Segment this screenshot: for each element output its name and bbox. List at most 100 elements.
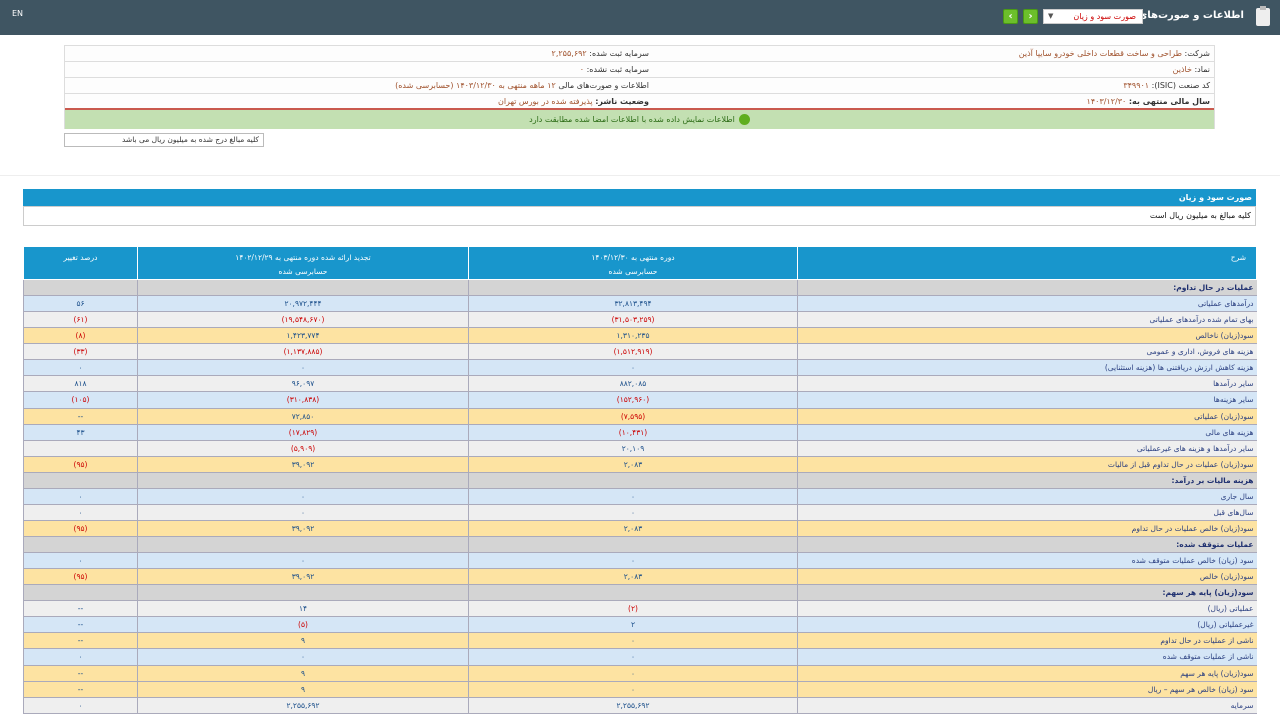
symbol-label: نماد:	[1194, 65, 1210, 74]
match-message: اطلاعات نمایش داده شده با اطلاعات امضا ش…	[529, 115, 735, 124]
report-select[interactable]: صورت سود و زیان ▼	[1043, 9, 1143, 24]
cell-change: (۹۵)	[23, 520, 138, 538]
table-row: سود (زیان) خالص هر سهم – ریال ۰ ۹ --	[23, 681, 1257, 698]
section-title: صورت سود و زیان	[23, 189, 1256, 206]
report-select-value: صورت سود و زیان	[1073, 12, 1136, 21]
cell-current: ۲,۰۸۳	[468, 520, 798, 538]
reg-capital-label: سرمایه ثبت شده:	[589, 49, 649, 58]
issuer-status: پذیرفته شده در بورس تهران	[497, 97, 593, 106]
cell-desc: هزینه های مالی	[797, 424, 1257, 441]
cell-current: ۰	[468, 632, 798, 650]
table-group-header: عملیات در حال تداوم:	[23, 279, 1257, 297]
cell-previous: (۱۷,۸۲۹)	[137, 424, 469, 441]
cell-previous: ۰	[137, 552, 469, 570]
cell-previous: ۲,۲۵۵,۶۹۲	[137, 697, 469, 714]
cell-change: ۰	[23, 488, 138, 505]
cell-desc: ناشی از عملیات در حال تداوم	[797, 632, 1257, 650]
cell-desc: سود(زیان) ناخالص	[797, 327, 1257, 345]
cell-previous: (۵,۹۰۹)	[137, 440, 469, 457]
cell-desc: سود(زیان) عملیاتی	[797, 408, 1257, 425]
match-banner: اطلاعات نمایش داده شده با اطلاعات امضا ش…	[65, 110, 1214, 129]
reg-capital: ۲,۲۵۵,۶۹۲	[551, 49, 587, 58]
cell-change: --	[23, 681, 138, 698]
header-change: درصد تغییر	[23, 246, 138, 280]
table-row: سود(زیان) پایه هر سهم ۰ ۹ --	[23, 665, 1257, 682]
chevron-right-icon: ›	[1028, 11, 1033, 22]
table-row: سایر درآمدها ۸۸۲,۰۸۵ ۹۶,۰۹۷ ۸۱۸	[23, 375, 1257, 393]
cell-desc: سال‌های قبل	[797, 504, 1257, 521]
cell-change: (۹۵)	[23, 456, 138, 473]
prev-button[interactable]: ‹	[1003, 9, 1018, 24]
income-statement-table: شرح دوره منتهی به ۱۴۰۳/۱۲/۳۰ حسابرسی شده …	[23, 246, 1257, 714]
cell-previous: ۳۹,۰۹۲	[137, 568, 469, 586]
cell-previous: ۷۲,۸۵۰	[137, 408, 469, 425]
cell-current: (۷,۵۹۵)	[468, 408, 798, 425]
divider	[0, 175, 1280, 176]
cell-change: --	[23, 632, 138, 650]
table-row: درآمدهای عملیاتی ۳۲,۸۱۳,۴۹۴ ۲۰,۹۷۲,۴۴۴ ۵۶	[23, 295, 1257, 313]
isic: ۳۴۹۹۰۱	[1123, 81, 1150, 90]
cell-current: ۲۰,۱۰۹	[468, 440, 798, 457]
cell-previous: ۳۹,۰۹۲	[137, 520, 469, 538]
cell-current: (۱۰,۴۳۱)	[468, 424, 798, 441]
cell-change: ۰	[23, 697, 138, 714]
cell-previous: ۹	[137, 632, 469, 650]
table-row: سال‌های قبل ۰ ۰ ۰	[23, 504, 1257, 521]
cell-desc: عملیاتی (ریال)	[797, 600, 1257, 618]
cell-change: --	[23, 616, 138, 634]
company-info: شرکت: طراحی و ساخت قطعات داخلی خودرو سای…	[64, 45, 1215, 129]
table-row: غیرعملیاتی (ریال) ۲ (۵) --	[23, 616, 1257, 634]
info-icon	[738, 114, 750, 125]
symbol: خاذین	[1172, 65, 1192, 74]
cell-previous: ۱,۴۲۳,۷۷۴	[137, 327, 469, 345]
cell-previous: (۵)	[137, 616, 469, 634]
cell-desc: سود(زیان) خالص	[797, 568, 1257, 586]
cell-desc: سود (زیان) خالص عملیات متوقف شده	[797, 552, 1257, 570]
cell-previous: (۱۹,۵۴۸,۶۷۰)	[137, 311, 469, 329]
cell-current: ۰	[468, 504, 798, 521]
cell-current	[468, 472, 798, 489]
cell-current: ۰	[468, 665, 798, 682]
cell-previous	[137, 584, 469, 602]
table-row: سایر هزینه‌ها (۱۵۲,۹۶۰) (۳۱۰,۸۳۸) (۱۰۵)	[23, 391, 1257, 409]
next-button[interactable]: ›	[1023, 9, 1038, 24]
cell-current: ۱,۳۱۰,۲۳۵	[468, 327, 798, 345]
page-title: اطلاعات و صورت‌های مالی	[1110, 10, 1244, 21]
cell-desc: سایر درآمدها و هزینه های غیرعملیاتی	[797, 440, 1257, 457]
cell-current	[468, 279, 798, 297]
cell-current: ۰	[468, 681, 798, 698]
cell-change: --	[23, 600, 138, 618]
cell-current: (۱۵۲,۹۶۰)	[468, 391, 798, 409]
cell-desc: هزینه مالیات بر درآمد:	[797, 472, 1257, 489]
cell-change: (۹۵)	[23, 568, 138, 586]
language-toggle[interactable]: EN	[12, 9, 24, 18]
cell-desc: درآمدهای عملیاتی	[797, 295, 1257, 313]
cell-desc: بهای تمام شده درآمدهای عملیاتی	[797, 311, 1257, 329]
table-row: هزینه کاهش ارزش دریافتنی ها (هزینه استثن…	[23, 359, 1257, 377]
cell-change: ۵۶	[23, 295, 138, 313]
cell-previous: ۳۹,۰۹۲	[137, 456, 469, 473]
cell-previous: ۹۶,۰۹۷	[137, 375, 469, 393]
chevron-down-icon: ▼	[1048, 12, 1054, 20]
cell-previous: ۲۰,۹۷۲,۴۴۴	[137, 295, 469, 313]
chevron-left-icon: ‹	[1008, 11, 1013, 22]
cell-previous: ۰	[137, 488, 469, 505]
cell-desc: سایر هزینه‌ها	[797, 391, 1257, 409]
header-previous: تجدید ارائه شده دوره منتهی به ۱۴۰۲/۱۲/۲۹…	[137, 246, 469, 280]
table-row: سال جاری ۰ ۰ ۰	[23, 488, 1257, 505]
cell-desc: سود(زیان) پایه هر سهم	[797, 665, 1257, 682]
cell-current: ۲,۰۸۳	[468, 568, 798, 586]
isic-label: کد صنعت (ISIC):	[1151, 81, 1210, 90]
table-row: بهای تمام شده درآمدهای عملیاتی (۳۱,۵۰۳,۲۵…	[23, 311, 1257, 329]
statement-label: اطلاعات و صورت‌های مالی	[558, 81, 649, 90]
cell-change: ۰	[23, 504, 138, 521]
table-row: سرمایه ۲,۲۵۵,۶۹۲ ۲,۲۵۵,۶۹۲ ۰	[23, 697, 1257, 714]
cell-desc: سال جاری	[797, 488, 1257, 505]
unreg-capital: ۰	[579, 65, 585, 74]
header-desc: شرح	[797, 246, 1257, 280]
table-group-header: هزینه مالیات بر درآمد:	[23, 472, 1257, 489]
table-row: سود(زیان) عملیات در حال تداوم قبل از مال…	[23, 456, 1257, 473]
table-row: سود(زیان) خالص عملیات در حال تداوم ۲,۰۸۳ ۳…	[23, 520, 1257, 538]
table-row: سایر درآمدها و هزینه های غیرعملیاتی ۲۰,۱۰…	[23, 440, 1257, 457]
cell-previous: ۹	[137, 665, 469, 682]
